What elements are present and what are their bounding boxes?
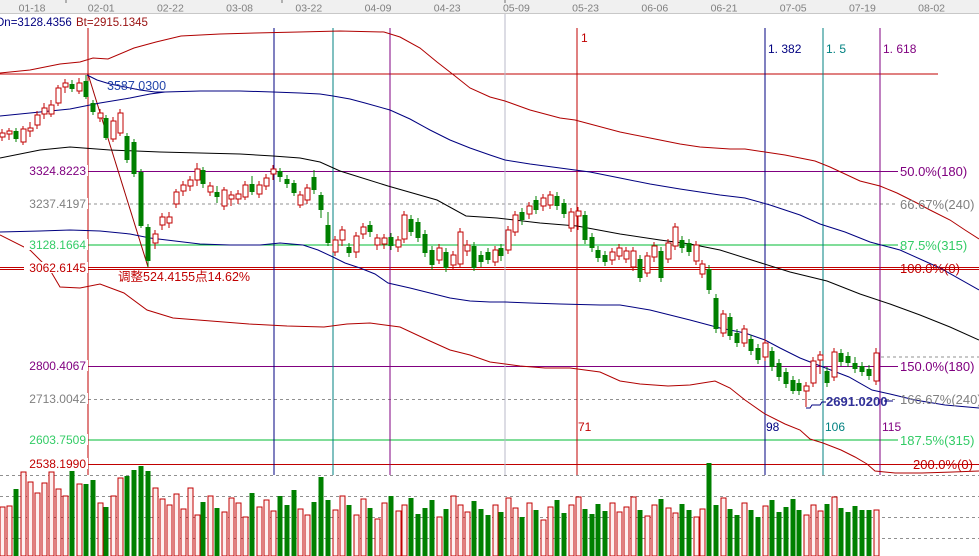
svg-text:50.0%(180): 50.0%(180) — [900, 164, 967, 179]
svg-text:08-02: 08-02 — [918, 3, 945, 15]
svg-text:07-05: 07-05 — [780, 3, 807, 15]
svg-text:3128.1664: 3128.1664 — [29, 238, 86, 252]
svg-text:06-21: 06-21 — [711, 3, 738, 15]
svg-text:05-23: 05-23 — [572, 3, 599, 15]
svg-text:2691.0200: 2691.0200 — [826, 394, 887, 409]
svg-text:3587.0300: 3587.0300 — [107, 79, 166, 93]
svg-text:98: 98 — [766, 420, 780, 434]
svg-text:03-08: 03-08 — [226, 3, 253, 15]
svg-text:Dn=3128.4356: Dn=3128.4356 — [0, 17, 72, 29]
svg-text:2713.0042: 2713.0042 — [29, 392, 86, 406]
svg-text:07-19: 07-19 — [849, 3, 876, 15]
svg-text:2538.1990: 2538.1990 — [29, 457, 86, 471]
svg-text:2603.7509: 2603.7509 — [29, 433, 86, 447]
svg-text:05-09: 05-09 — [503, 3, 530, 15]
svg-text:3324.8223: 3324.8223 — [29, 164, 86, 178]
svg-text:1. 382: 1. 382 — [768, 42, 802, 56]
svg-text:3062.6145: 3062.6145 — [29, 261, 86, 275]
svg-text:03-22: 03-22 — [295, 3, 322, 15]
svg-text:106: 106 — [825, 420, 845, 434]
svg-text:1. 5: 1. 5 — [826, 42, 846, 56]
svg-text:01-18: 01-18 — [19, 3, 46, 15]
svg-text:04-09: 04-09 — [365, 3, 392, 15]
svg-text:02-22: 02-22 — [157, 3, 184, 15]
svg-text:06-06: 06-06 — [641, 3, 668, 15]
svg-text:71: 71 — [578, 420, 592, 434]
svg-text:1: 1 — [581, 31, 588, 45]
svg-text:166.67%(240): 166.67%(240) — [900, 392, 979, 407]
svg-text:1. 618: 1. 618 — [883, 42, 917, 56]
svg-text:02-01: 02-01 — [88, 3, 115, 15]
svg-text:100.0%(0): 100.0%(0) — [900, 261, 960, 276]
svg-text:150.0%(180): 150.0%(180) — [900, 359, 974, 374]
svg-text:2800.4067: 2800.4067 — [29, 359, 86, 373]
svg-text:200.0%(0): 200.0%(0) — [913, 457, 973, 472]
svg-text:87.5%(315): 87.5%(315) — [900, 238, 967, 253]
svg-text:115: 115 — [882, 420, 901, 434]
svg-text:04-23: 04-23 — [434, 3, 461, 15]
svg-text:187.5%(315): 187.5%(315) — [900, 433, 974, 448]
svg-text:66.67%(240): 66.67%(240) — [900, 197, 974, 212]
svg-text:3237.4197: 3237.4197 — [29, 197, 86, 211]
svg-text:Bt=2915.1345: Bt=2915.1345 — [76, 17, 148, 29]
svg-text:调整524.4155点14.62%: 调整524.4155点14.62% — [118, 269, 250, 284]
